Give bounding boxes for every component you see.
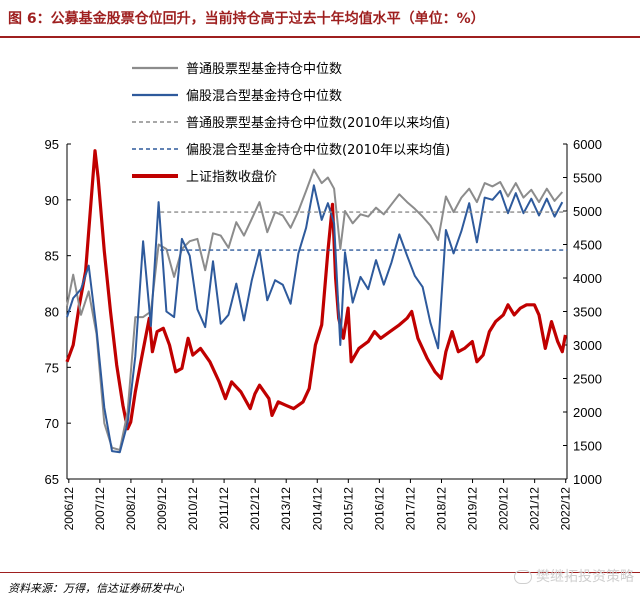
x-tick-label: 2021/12 [528, 487, 542, 531]
watermark-text: 樊继拓投资策略 [536, 569, 634, 585]
x-tick-label: 2013/12 [279, 487, 293, 531]
left-tick-label: 90 [45, 193, 59, 208]
x-tick-label: 2011/12 [217, 487, 231, 530]
right-tick-label: 1500 [573, 439, 602, 454]
right-tick-label: 3500 [573, 305, 602, 320]
x-tick-label: 2014/12 [310, 487, 324, 531]
legend-label: 普通股票型基金持仓中位数(2010年以来均值) [186, 115, 450, 131]
source-note: 资料来源：万得，信达证券研发中心 [8, 582, 184, 595]
x-tick-label: 2012/12 [248, 487, 262, 531]
x-tick-label: 2022/12 [559, 487, 573, 531]
right-tick-label: 2500 [573, 372, 602, 387]
left-tick-label: 95 [45, 137, 59, 152]
left-tick-label: 75 [45, 360, 59, 375]
watermark: 樊继拓投资策略 [514, 566, 634, 586]
right-tick-label: 5000 [573, 204, 602, 219]
title-bar: 图 6：公募基金股票仓位回升，当前持仓高于过去十年均值水平（单位：%） [0, 0, 640, 38]
figure-title: 图 6：公募基金股票仓位回升，当前持仓高于过去十年均值水平（单位：%） [8, 11, 485, 27]
right-tick-label: 6000 [573, 137, 602, 152]
x-tick-label: 2015/12 [341, 487, 355, 531]
x-tick-label: 2020/12 [497, 487, 511, 531]
legend-label: 普通股票型基金持仓中位数 [186, 61, 342, 77]
line-chart: 普通股票型基金持仓中位数偏股混合型基金持仓中位数普通股票型基金持仓中位数(201… [45, 61, 602, 531]
x-tick-label: 2019/12 [466, 487, 480, 531]
right-tick-label: 5500 [573, 171, 602, 186]
footer-divider [0, 572, 640, 573]
x-tick-label: 2018/12 [434, 487, 448, 531]
legend-label: 偏股混合型基金持仓中位数(2010年以来均值) [186, 142, 450, 158]
hybrid-fund-line [66, 184, 564, 454]
left-tick-label: 80 [45, 305, 59, 320]
legend-label: 偏股混合型基金持仓中位数 [186, 88, 342, 104]
right-tick-label: 2000 [573, 405, 602, 420]
x-tick-label: 2010/12 [186, 487, 200, 531]
right-tick-label: 4500 [573, 238, 602, 253]
x-tick-label: 2006/12 [62, 487, 76, 531]
x-tick-label: 2009/12 [155, 487, 169, 531]
legend-label: 上证指数收盘价 [186, 169, 277, 185]
x-tick-label: 2016/12 [372, 487, 386, 531]
x-tick-label: 2007/12 [93, 487, 107, 531]
x-tick-label: 2017/12 [403, 487, 417, 531]
right-tick-label: 1000 [573, 472, 602, 487]
index-line [65, 149, 567, 431]
wechat-icon [514, 570, 532, 584]
left-tick-label: 85 [45, 249, 59, 264]
right-tick-label: 3000 [573, 338, 602, 353]
x-tick-label: 2008/12 [124, 487, 138, 531]
right-tick-label: 4000 [573, 271, 602, 286]
left-tick-label: 70 [45, 416, 59, 431]
left-tick-label: 65 [45, 472, 59, 487]
